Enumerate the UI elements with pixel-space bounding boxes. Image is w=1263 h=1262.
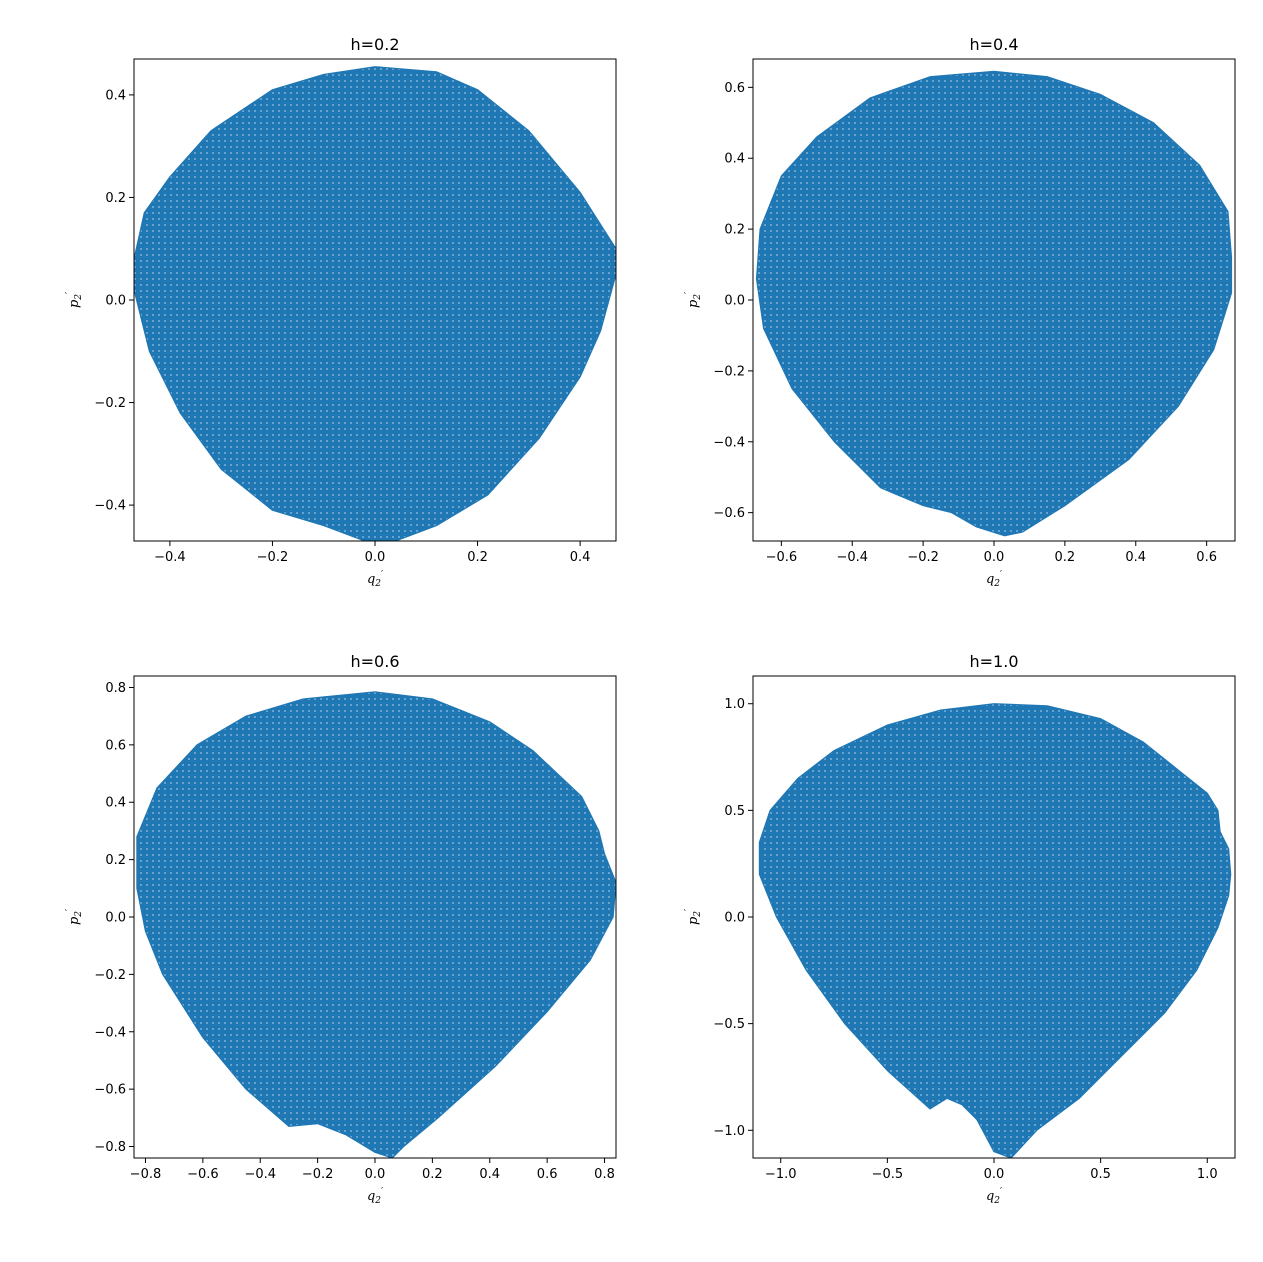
x-tick-label: 0.0 — [984, 1167, 1005, 1182]
y-tick-label: −0.2 — [94, 968, 126, 983]
axis-label-y: p2′ — [684, 909, 703, 925]
y-tick-label: −0.2 — [94, 396, 126, 411]
x-tick-label: 0.6 — [537, 1167, 558, 1182]
y-tick-label: −1.0 — [713, 1124, 745, 1139]
subplot-h06: h=0.6 q2′ p2′ −0.8 −0.6 −0.4 −0.2 0.0 0.2 0.4 0… — [65, 652, 617, 1206]
y-tick-label: −0.4 — [94, 1025, 126, 1040]
subplot-h02: h=0.2 q2′ p2′ −0.4 −0.2 0.0 0.2 0.4 −0.4 −0.2 0… — [65, 35, 617, 589]
x-tick-label: −0.2 — [907, 550, 939, 565]
x-tick-label: −0.4 — [244, 1167, 276, 1182]
axis-label-y: p2′ — [684, 292, 703, 308]
y-tick-label: 0.0 — [724, 294, 745, 309]
y-tick-label: −0.5 — [713, 1017, 745, 1032]
axis-label-x: q2′ — [986, 570, 1002, 589]
svg-text:p2′: p2′ — [65, 909, 84, 925]
y-tick-label: −0.6 — [94, 1083, 126, 1098]
subplot-h10: h=1.0 q2′ p2′ −1.0 −0.5 0.0 0.5 1.0 −1.0 −0.5 0… — [684, 652, 1236, 1206]
x-tick-label: 0.2 — [1055, 550, 1076, 565]
y-tick-label: 1.0 — [724, 697, 745, 712]
svg-text:q2′: q2′ — [367, 1187, 383, 1206]
subplot-title: h=1.0 — [970, 652, 1019, 671]
y-tick-label: 0.2 — [105, 853, 126, 868]
subplot-h04: h=0.4 q2′ p2′ −0.6 −0.4 −0.2 0.0 0.2 0.4 0.6 −0… — [684, 35, 1236, 589]
y-tick-label: 0.0 — [105, 911, 126, 926]
y-tick-label: 0.5 — [724, 804, 745, 819]
x-tick-label: 0.4 — [1125, 550, 1146, 565]
y-tick-label: −0.8 — [94, 1140, 126, 1155]
x-tick-label: −0.2 — [257, 550, 289, 565]
y-tick-label: 0.4 — [105, 796, 126, 811]
svg-text:q2′: q2′ — [367, 570, 383, 589]
y-tick-label: 0.6 — [724, 81, 745, 96]
x-tick-label: −0.8 — [130, 1167, 162, 1182]
y-tick-label: 0.4 — [724, 152, 745, 167]
y-tick-label: 0.8 — [105, 681, 126, 696]
axis-label-y: p2′ — [65, 292, 84, 308]
x-tick-label: 0.0 — [984, 550, 1005, 565]
subplot-title: h=0.4 — [970, 35, 1019, 54]
axis-label-x: q2′ — [367, 1187, 383, 1206]
scatter-region — [136, 691, 616, 1158]
axis-label-x: q2′ — [367, 570, 383, 589]
y-tick-label: 0.2 — [724, 223, 745, 238]
y-tick-label: −0.4 — [713, 435, 745, 450]
svg-text:p2′: p2′ — [65, 292, 84, 308]
x-tick-label: −0.5 — [872, 1167, 904, 1182]
x-tick-label: 0.4 — [570, 550, 591, 565]
y-tick-label: −0.4 — [94, 499, 126, 514]
svg-text:q2′: q2′ — [986, 570, 1002, 589]
svg-text:p2′: p2′ — [684, 909, 703, 925]
y-tick-label: 0.2 — [105, 191, 126, 206]
axis-label-y: p2′ — [65, 909, 84, 925]
y-tick-label: 0.0 — [105, 294, 126, 309]
y-tick-label: −0.6 — [713, 506, 745, 521]
subplot-title: h=0.6 — [351, 652, 400, 671]
x-tick-label: 0.0 — [365, 1167, 386, 1182]
x-tick-label: 0.5 — [1090, 1167, 1111, 1182]
scatter-region — [755, 70, 1233, 537]
x-tick-label: −0.6 — [187, 1167, 219, 1182]
scatter-region — [134, 66, 616, 541]
y-tick-label: 0.0 — [724, 911, 745, 926]
x-tick-label: 0.4 — [479, 1167, 500, 1182]
svg-text:q2′: q2′ — [986, 1187, 1002, 1206]
x-tick-label: 0.2 — [467, 550, 488, 565]
svg-text:p2′: p2′ — [684, 292, 703, 308]
x-tick-label: 0.0 — [365, 550, 386, 565]
x-tick-label: 0.8 — [594, 1167, 615, 1182]
x-tick-label: −0.6 — [766, 550, 798, 565]
x-tick-label: 1.0 — [1197, 1167, 1218, 1182]
x-tick-label: −1.0 — [765, 1167, 797, 1182]
scatter-region — [758, 703, 1232, 1158]
x-tick-label: −0.4 — [154, 550, 186, 565]
y-tick-label: −0.2 — [713, 364, 745, 379]
y-tick-label: 0.6 — [105, 738, 126, 753]
axis-label-x: q2′ — [986, 1187, 1002, 1206]
y-tick-label: 0.4 — [105, 88, 126, 103]
x-tick-label: −0.2 — [302, 1167, 334, 1182]
x-tick-label: 0.2 — [422, 1167, 443, 1182]
x-tick-label: 0.6 — [1196, 550, 1217, 565]
subplot-title: h=0.2 — [351, 35, 400, 54]
x-tick-label: −0.4 — [836, 550, 868, 565]
